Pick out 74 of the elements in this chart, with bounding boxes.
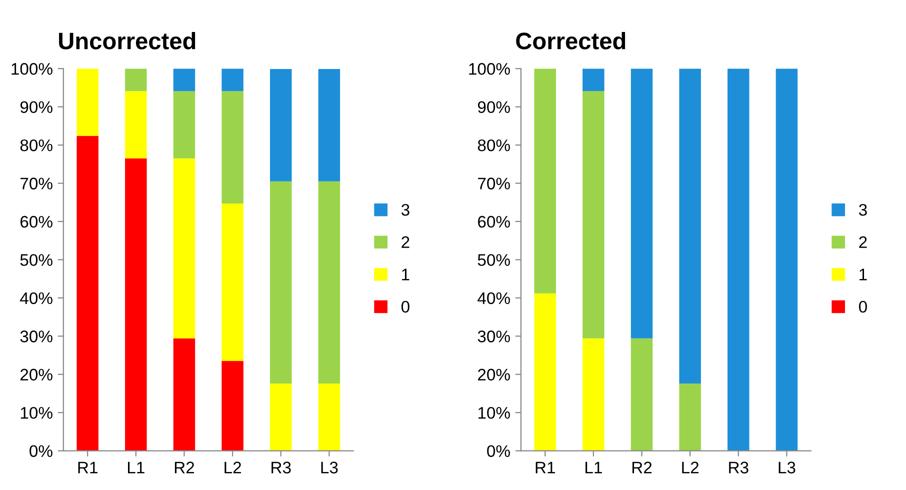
bar: [125, 158, 147, 451]
bar: [630, 68, 653, 338]
y-tick-label: 100%: [12, 63, 52, 75]
bar: [76, 136, 98, 451]
y-tick-label: 10%: [20, 406, 52, 419]
legend-label: 2: [402, 236, 410, 248]
bar: [534, 293, 556, 451]
bar: [173, 68, 196, 92]
legend-label: 3: [858, 204, 867, 216]
bar: [222, 91, 244, 204]
bar: [270, 384, 292, 451]
x-tick-label: R1: [536, 462, 555, 474]
bar: [222, 68, 244, 92]
y-tick-label: 100%: [469, 63, 510, 75]
y-tick-label: 70%: [478, 178, 510, 190]
bar: [318, 68, 340, 182]
y-tick-label: 40%: [20, 292, 52, 304]
x-tick-label: R1: [78, 462, 98, 474]
bar: [76, 68, 98, 136]
bar: [679, 68, 701, 384]
chart-title: Corrected: [516, 32, 626, 50]
bar: [173, 338, 196, 451]
bar: [222, 360, 244, 451]
bar: [776, 68, 798, 451]
x-tick-label: L2: [224, 462, 241, 474]
y-tick-label: 60%: [478, 216, 510, 228]
legend-label: 1: [860, 268, 867, 280]
bar: [582, 68, 604, 92]
x-tick-label: L3: [321, 462, 338, 474]
y-tick-label: 90%: [20, 101, 52, 114]
bar: [582, 91, 604, 338]
x-tick-label: R3: [272, 462, 291, 474]
bar: [582, 338, 604, 451]
y-tick-label: 60%: [20, 216, 52, 228]
x-tick-label: L1: [128, 462, 144, 474]
y-tick-label: 70%: [20, 178, 52, 190]
legend-label: 2: [859, 236, 867, 248]
x-tick-label: L2: [682, 462, 699, 474]
bar: [728, 68, 750, 451]
legend-label: 0: [858, 300, 867, 313]
legend-label: 0: [401, 300, 410, 313]
y-tick-label: 20%: [20, 368, 52, 381]
bar: [534, 68, 556, 294]
bar: [318, 181, 340, 384]
bar: [173, 158, 196, 338]
y-tick-label: 20%: [478, 368, 510, 381]
x-tick-label: R2: [174, 462, 194, 474]
y-tick-label: 50%: [478, 254, 510, 266]
bar: [270, 68, 292, 182]
bar: [630, 338, 653, 451]
bar: [318, 384, 340, 451]
x-tick-label: L1: [586, 462, 602, 474]
x-tick-label: L3: [778, 462, 796, 474]
bar: [173, 91, 196, 158]
y-tick-label: 50%: [20, 254, 52, 266]
y-tick-label: 10%: [478, 406, 510, 419]
bar: [270, 181, 292, 384]
y-tick-label: 0%: [30, 445, 52, 458]
bar: [125, 68, 147, 92]
y-tick-label: 90%: [478, 101, 510, 114]
bar: [125, 91, 147, 158]
bar: [222, 204, 244, 361]
y-tick-label: 80%: [478, 139, 510, 152]
legend-label: 1: [402, 268, 410, 280]
x-tick-label: R2: [632, 462, 652, 474]
y-tick-label: 30%: [20, 330, 52, 342]
y-tick-label: 0%: [487, 445, 510, 458]
legend-label: 3: [401, 204, 410, 216]
y-tick-label: 30%: [478, 330, 510, 342]
chart-title: Uncorrected: [59, 32, 196, 50]
y-tick-label: 80%: [20, 139, 52, 152]
x-tick-label: R3: [729, 462, 748, 474]
bar: [679, 384, 701, 451]
y-tick-label: 40%: [478, 292, 510, 304]
